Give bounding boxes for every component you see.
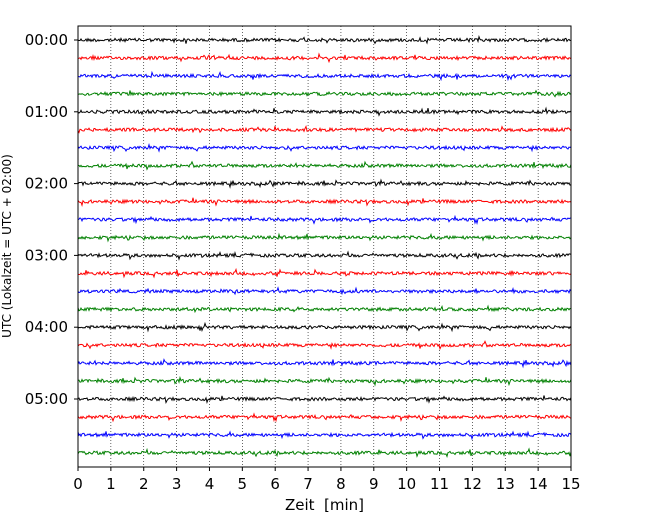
- trace-line: [77, 358, 572, 369]
- trace-line: [77, 340, 572, 351]
- plot-area-frame: [77, 25, 572, 468]
- y-tick-label: 05:00: [25, 390, 68, 408]
- trace-line: [77, 178, 572, 189]
- y-axis-title: UTC (Lokalzeit = UTC + 02:00): [0, 154, 14, 338]
- x-tick-label: 10: [397, 475, 416, 493]
- trace-line: [77, 214, 571, 226]
- trace-line: [77, 250, 572, 261]
- seismic-traces: [77, 34, 572, 459]
- y-tick-label: 02:00: [25, 175, 68, 193]
- x-tick-label: 13: [496, 475, 515, 493]
- trace-line: [77, 286, 572, 296]
- y-axis: 00:00 01:00 02:00 03:00 04:00 05:00: [25, 31, 78, 408]
- trace-line: [77, 70, 572, 82]
- x-tick-label: 9: [369, 475, 379, 493]
- x-tick-label: 8: [336, 475, 346, 493]
- x-axis-title: Zeit [min]: [285, 496, 364, 514]
- x-tick-label: 12: [463, 475, 482, 493]
- x-tick-label: 3: [172, 475, 182, 493]
- trace-line: [77, 125, 572, 134]
- trace-line: [77, 52, 572, 64]
- y-tick-label: 03:00: [25, 246, 68, 264]
- x-tick-label: 11: [430, 475, 449, 493]
- trace-line: [77, 197, 572, 207]
- x-tick-label: 2: [139, 475, 149, 493]
- trace-line: [77, 106, 572, 117]
- trace-line: [77, 375, 572, 387]
- trace-line: [77, 142, 572, 153]
- x-tick-label: 6: [270, 475, 280, 493]
- trace-line: [77, 232, 572, 243]
- y-tick-label: 04:00: [25, 318, 68, 336]
- trace-line: [77, 34, 572, 45]
- trace-line: [77, 430, 572, 441]
- trace-line: [77, 89, 572, 98]
- x-tick-label: 14: [529, 475, 548, 493]
- trace-line: [77, 160, 572, 171]
- y-tick-label: 01:00: [25, 103, 68, 121]
- y-tick-label: 00:00: [25, 31, 68, 49]
- trace-line: [77, 267, 572, 279]
- x-tick-label: 15: [561, 475, 580, 493]
- vertical-gridlines: [110, 26, 539, 467]
- x-tick-label: 0: [73, 475, 83, 493]
- x-tick-label: 7: [303, 475, 313, 493]
- x-axis: 0 1 2 3 4 5 6 7 8 9 10 11 12 13 14 15: [73, 467, 581, 493]
- x-tick-label: 4: [205, 475, 215, 493]
- x-tick-label: 1: [106, 475, 116, 493]
- trace-line: [77, 321, 572, 333]
- trace-line: [77, 304, 572, 314]
- trace-line: [77, 447, 572, 459]
- trace-line: [77, 412, 572, 423]
- trace-line: [77, 395, 572, 405]
- x-tick-label: 5: [238, 475, 248, 493]
